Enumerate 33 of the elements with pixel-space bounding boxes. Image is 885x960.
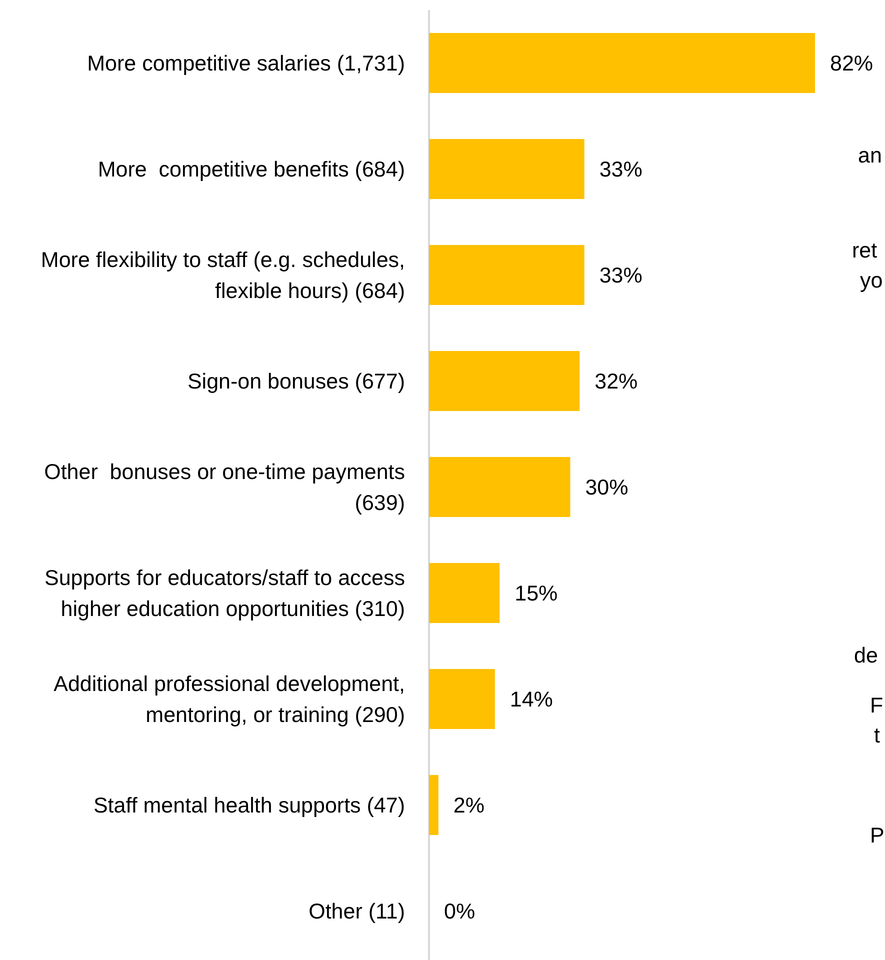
bar [429, 351, 580, 411]
data-label: 2% [453, 794, 484, 818]
y-tick-label: Staff mental health supports (47) [93, 794, 405, 818]
y-tick-label: Sign-on bonuses (677) [187, 370, 405, 394]
data-label: 32% [594, 370, 638, 394]
bar [429, 669, 495, 729]
y-tick-label: Supports for educators/staff to access higher education opportunities (310) [44, 566, 405, 622]
data-label: 30% [585, 476, 628, 500]
data-label: 14% [510, 688, 553, 712]
data-label: 33% [599, 158, 642, 182]
bar [429, 775, 438, 835]
y-tick-label: Additional professional development, mentoring, or training (290) [54, 672, 405, 728]
data-label: 82% [830, 52, 874, 76]
text: de [854, 644, 878, 668]
y-tick-label: More competitive salaries (1,731) [87, 52, 405, 76]
text: P [870, 824, 884, 848]
bar [429, 563, 500, 623]
text: F [870, 694, 884, 718]
bar [429, 457, 570, 517]
y-tick-label: More competitive benefits (684) [98, 158, 405, 182]
bar [429, 139, 584, 199]
data-label: 15% [514, 582, 558, 606]
text: an [858, 144, 882, 168]
y-tick-label: Other bonuses or one-time payments (639) [44, 460, 405, 516]
data-label: 33% [599, 264, 642, 288]
text: t [874, 724, 880, 748]
text: yo [860, 268, 883, 293]
data-label: 0% [444, 900, 476, 924]
y-tick-label: Other (11) [308, 900, 405, 924]
bar [429, 245, 584, 305]
y-tick-label: More flexibility to staff (e.g. schedules, flexible hours) (684) [40, 248, 405, 304]
text: ret [852, 238, 878, 263]
bar [429, 33, 815, 93]
